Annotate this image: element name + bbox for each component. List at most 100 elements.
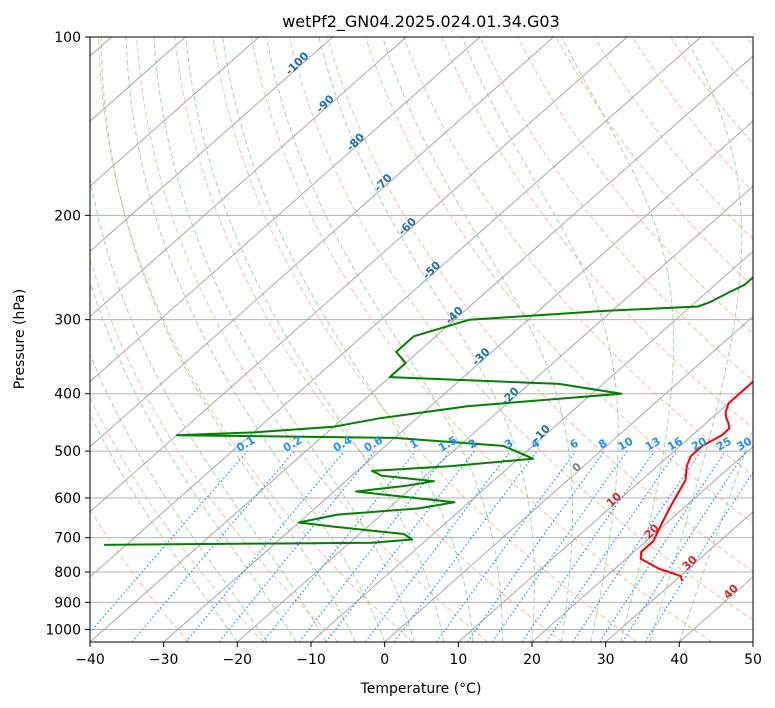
mixing-ratio-label: 36 xyxy=(755,434,775,453)
mixing-ratio-label: 8 xyxy=(596,437,609,452)
moist-adiabat xyxy=(90,353,268,642)
mixing-ratio-line xyxy=(185,450,345,642)
isotherm-line xyxy=(384,315,753,642)
dry-adiabat xyxy=(403,37,753,476)
dry-adiabat xyxy=(212,37,638,642)
y-axis-label: Pressure (hPa) xyxy=(12,289,28,389)
isotherm-line xyxy=(90,37,628,513)
x-tick-label: 30 xyxy=(597,652,615,668)
mixing-ratio-line xyxy=(491,450,628,642)
isotherm-label: -80 xyxy=(344,130,367,153)
isotherm-line xyxy=(310,250,753,642)
mixing-ratio-line xyxy=(599,450,727,642)
mixing-ratio-line xyxy=(325,450,475,642)
isotherm-label: 10 xyxy=(604,490,624,510)
mixing-ratio-line xyxy=(621,450,747,642)
isotherm-line xyxy=(531,446,753,642)
y-tick-label: 500 xyxy=(54,444,81,460)
moist-adiabat xyxy=(90,175,327,642)
y-tick-label: 200 xyxy=(54,208,81,224)
profile-lines xyxy=(104,276,753,582)
mixing-ratio-line xyxy=(467,450,605,642)
x-axis-label: Temperature (°C) xyxy=(360,681,482,697)
isotherm-label: -20 xyxy=(498,384,521,407)
dry-adiabat xyxy=(174,37,563,642)
dry-adiabat xyxy=(593,37,753,241)
temperature-profile xyxy=(639,380,753,582)
y-tick-label: 700 xyxy=(54,531,81,547)
y-tick-label: 300 xyxy=(54,313,81,329)
isotherm-label: -90 xyxy=(314,92,337,115)
mixing-ratio-line xyxy=(521,450,656,642)
line-labels: 0.1 0.2 0.4 0.6 1 1.5 2 3 4 6 8 10 13 16 20 25 30 36-100-… xyxy=(234,49,775,602)
isotherm-label: 30 xyxy=(680,553,700,573)
dry-adiabat xyxy=(90,395,264,642)
x-tick-label: −30 xyxy=(149,652,179,668)
dewpoint-profile xyxy=(104,276,753,546)
isotherm-line xyxy=(90,37,481,383)
isotherm-line xyxy=(163,120,753,642)
isotherm-label: 40 xyxy=(721,581,741,601)
x-tick-label: −10 xyxy=(296,652,326,668)
x-tick-label: 20 xyxy=(523,652,541,668)
mixing-ratio-line xyxy=(364,450,511,642)
x-tick-label: 0 xyxy=(380,652,389,668)
moist-adiabat xyxy=(185,37,445,642)
moist-adiabat xyxy=(222,37,474,642)
mixing-ratio-line xyxy=(644,471,753,642)
mixing-ratio-label: 30 xyxy=(735,434,755,453)
dry-adiabat xyxy=(555,37,753,288)
moist-adiabat xyxy=(461,37,619,642)
mixing-ratio-line xyxy=(545,450,678,642)
isotherm-line xyxy=(752,641,753,642)
isotherm-label: -40 xyxy=(443,304,466,327)
dry-adiabat xyxy=(288,37,753,621)
dry-adiabat xyxy=(364,37,753,524)
mixing-ratio-line xyxy=(218,450,376,642)
y-tick-label: 600 xyxy=(54,491,81,507)
isotherm-line xyxy=(457,380,753,642)
isotherm-line xyxy=(236,185,753,642)
chart-title: wetPf2_GN04.2025.024.01.34.G03 xyxy=(282,12,560,32)
mixing-ratio-line xyxy=(393,450,538,642)
isotherm-line xyxy=(90,37,260,187)
background-lines xyxy=(90,37,753,642)
mixing-ratio-line xyxy=(435,450,577,642)
moist-adiabat xyxy=(678,427,753,642)
x-tick-label: 40 xyxy=(670,652,688,668)
moist-adiabat xyxy=(100,37,356,642)
y-tick-label: 900 xyxy=(54,595,81,611)
y-tick-label: 1000 xyxy=(45,622,81,638)
x-tick-label: 50 xyxy=(744,652,762,668)
dry-adiabat xyxy=(90,508,190,642)
isotherm-line xyxy=(90,37,702,578)
moist-adiabat xyxy=(382,37,573,642)
x-axis: −40 −30 −20 −10 0 10 20 30 40 50 xyxy=(75,642,762,668)
dry-adiabat xyxy=(326,37,753,572)
x-tick-label: −40 xyxy=(75,652,105,668)
y-tick-label: 100 xyxy=(54,30,81,46)
x-tick-label: 10 xyxy=(449,652,467,668)
moist-adiabat xyxy=(90,413,238,642)
dry-adiabat xyxy=(90,257,339,642)
isotherm-line xyxy=(90,37,554,448)
isotherm-label: -70 xyxy=(372,171,395,194)
y-tick-label: 800 xyxy=(54,565,81,581)
dry-adiabat xyxy=(98,37,414,642)
isotherm-label: -100 xyxy=(283,49,312,78)
dry-adiabat xyxy=(479,37,753,382)
moist-adiabat xyxy=(90,280,297,642)
plot-frame xyxy=(89,36,754,643)
moist-adiabat xyxy=(125,37,386,642)
isotherm-line xyxy=(90,37,333,253)
x-tick-label: −20 xyxy=(223,652,253,668)
isotherm-line xyxy=(605,511,753,642)
dry-adiabat xyxy=(669,37,753,145)
isotherm-line xyxy=(90,55,753,642)
moist-adiabat xyxy=(561,37,675,642)
y-tick-label: 400 xyxy=(54,387,81,403)
isotherm-label: 20 xyxy=(642,521,662,541)
mixing-ratio-line xyxy=(90,450,248,634)
moist-adiabat xyxy=(318,37,535,642)
mixing-ratio-label: 6 xyxy=(568,436,581,451)
